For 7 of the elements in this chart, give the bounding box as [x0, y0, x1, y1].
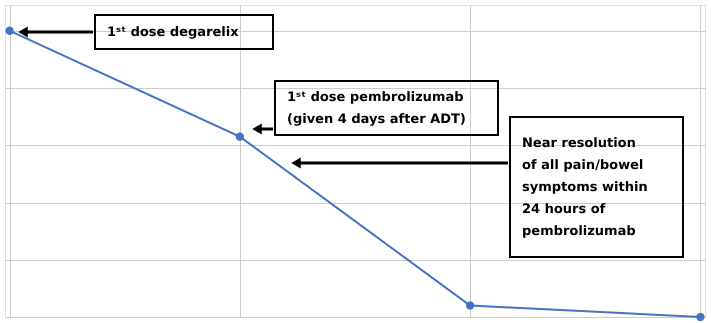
- point: [696, 312, 705, 322]
- point: [5, 26, 14, 35]
- annotation: Near resolution of all pain/bowel symptoms within 24 hours of pembrolizumab: [522, 136, 648, 239]
- annotation: 1ˢᵗ dose degarelix: [107, 25, 240, 40]
- annotation: 1ˢᵗ dose pembrolizumab (given 4 days after ADT): [287, 90, 466, 127]
- point: [466, 301, 474, 310]
- point: [236, 132, 244, 141]
